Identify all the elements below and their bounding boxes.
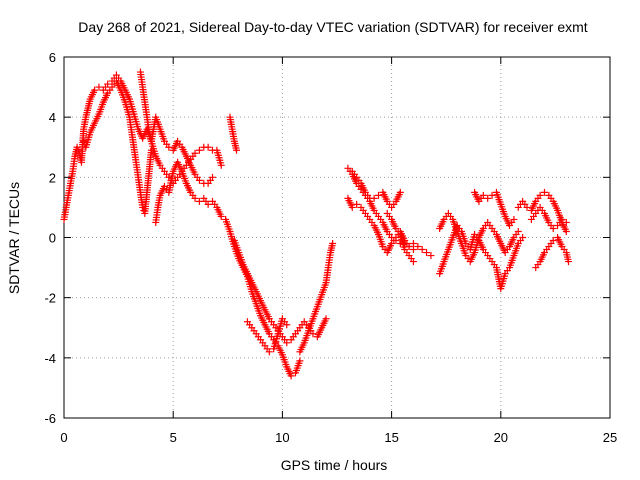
- y-tick-label: 0: [49, 231, 56, 246]
- point-series-2: [195, 176, 203, 184]
- point-series-16: [562, 218, 570, 226]
- point-series-14: [479, 191, 487, 199]
- y-axis-label: SDTVAR / TECUs: [6, 182, 22, 294]
- point-series-1: [147, 146, 155, 154]
- point-series-17: [565, 258, 573, 266]
- point-series-10: [396, 188, 404, 196]
- point-series-15: [540, 188, 548, 196]
- point-series-9: [348, 203, 356, 211]
- point-series-1: [140, 206, 148, 214]
- point-series-17: [549, 237, 557, 245]
- point-series-5: [309, 330, 317, 338]
- point-series-6: [265, 348, 273, 356]
- point-series-8: [418, 246, 426, 254]
- point-series-0: [74, 146, 82, 154]
- point-series-5: [322, 315, 330, 323]
- point-series-3: [195, 197, 203, 205]
- point-series-3: [204, 200, 212, 208]
- point-series-5: [283, 339, 291, 347]
- point-series-3: [191, 194, 199, 202]
- chart-title: Day 268 of 2021, Sidereal Day-to-day VTE…: [78, 19, 587, 35]
- point-series-15: [562, 227, 570, 235]
- point-series-8: [427, 252, 435, 260]
- point-series-0: [191, 149, 199, 157]
- point-series-0: [104, 80, 112, 88]
- point-series-8: [423, 249, 431, 257]
- point-series-14: [510, 215, 518, 223]
- point-series-0: [95, 83, 103, 91]
- point-series-11: [409, 258, 417, 266]
- point-series-4: [233, 146, 241, 154]
- point-series-9: [353, 200, 361, 208]
- point-series-12: [519, 234, 527, 241]
- point-series-0: [204, 143, 212, 151]
- point-series-8: [414, 243, 422, 251]
- point-series-13: [514, 227, 522, 235]
- point-series-3: [296, 357, 304, 365]
- x-tick-label: 0: [60, 430, 67, 445]
- y-tick-label: -4: [44, 351, 56, 366]
- point-series-2: [209, 173, 217, 181]
- point-series-3: [287, 372, 295, 380]
- x-tick-label: 10: [275, 430, 289, 445]
- point-series-6: [283, 321, 291, 329]
- x-tick-label: 25: [603, 430, 617, 445]
- point-series-15: [523, 203, 531, 211]
- point-series-9: [409, 246, 417, 254]
- y-tick-label: -6: [44, 411, 56, 426]
- x-tick-label: 5: [170, 430, 177, 445]
- axis-ticks: 0 5 10 15 20 25 -6 -4 -2 0 2 4 6: [44, 50, 617, 445]
- point-series-10: [374, 191, 382, 199]
- x-axis-label: GPS time / hours: [281, 457, 388, 473]
- data-points: [60, 68, 573, 380]
- point-series-0: [217, 161, 225, 169]
- point-series-3: [217, 212, 225, 220]
- x-tick-label: 20: [494, 430, 508, 445]
- point-series-7: [329, 240, 337, 248]
- y-tick-label: -2: [44, 291, 56, 306]
- y-tick-label: 2: [49, 170, 56, 185]
- point-series-14: [484, 194, 492, 202]
- point-series-15: [536, 191, 544, 199]
- point-series-8: [409, 240, 417, 248]
- y-tick-label: 6: [49, 50, 56, 65]
- point-series-16: [549, 224, 557, 232]
- point-series-0: [91, 86, 99, 94]
- point-series-10: [370, 194, 378, 202]
- point-series-1: [80, 137, 88, 145]
- point-series-0: [195, 146, 203, 154]
- y-tick-label: 4: [49, 110, 56, 125]
- point-series-16: [558, 215, 566, 223]
- point-series-2: [165, 143, 173, 151]
- x-tick-label: 15: [384, 430, 398, 445]
- point-series-14: [488, 191, 496, 199]
